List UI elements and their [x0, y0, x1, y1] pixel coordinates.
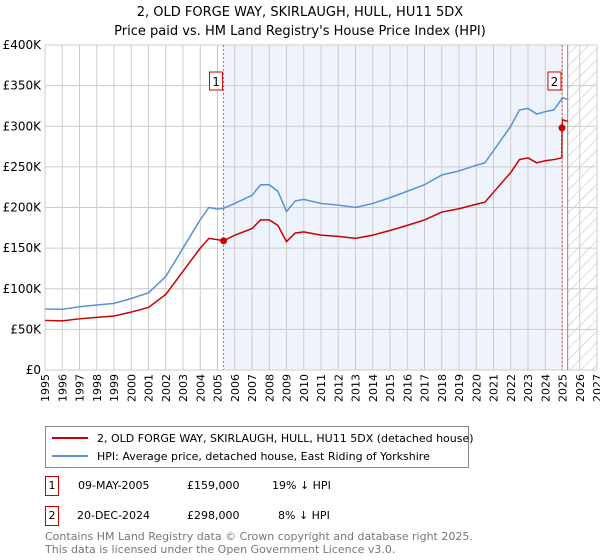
- marker-badge: 2: [45, 506, 59, 526]
- hpi-delta: 8% ↓ HPI: [278, 509, 330, 522]
- legend-item-property: 2, OLD FORGE WAY, SKIRLAUGH, HULL, HU11 …: [52, 429, 474, 447]
- x-tick-label: 2016: [401, 374, 414, 402]
- x-tick-label: 2018: [436, 374, 449, 402]
- y-tick-label: £200K: [3, 201, 43, 215]
- x-tick-label: 2011: [315, 374, 328, 402]
- x-tick-label: 2009: [281, 374, 294, 402]
- footer-line: Contains HM Land Registry data © Crown c…: [45, 530, 473, 543]
- y-tick-label: £150K: [3, 241, 43, 255]
- x-tick-label: 2000: [125, 374, 138, 402]
- x-tick-label: 2005: [212, 374, 225, 402]
- marker-label: 1: [212, 75, 220, 89]
- chart-title: 2, OLD FORGE WAY, SKIRLAUGH, HULL, HU11 …: [0, 3, 600, 41]
- x-tick-label: 2025: [557, 374, 570, 402]
- x-tick-label: 2023: [522, 374, 535, 402]
- x-tick-label: 2027: [591, 374, 600, 402]
- legend-swatch-red: [52, 437, 88, 439]
- x-tick-label: 1998: [91, 374, 104, 402]
- hpi-delta: 19% ↓ HPI: [272, 479, 331, 492]
- sale-date: 20-DEC-2024: [77, 509, 151, 522]
- x-tick-label: 2010: [298, 374, 311, 402]
- legend-label: HPI: Average price, detached house, East…: [97, 449, 430, 463]
- x-tick-label: 2014: [367, 374, 380, 402]
- x-tick-label: 2024: [539, 374, 552, 402]
- y-tick-label: £250K: [3, 160, 43, 174]
- x-tick-label: 1997: [74, 374, 87, 402]
- x-tick-label: 2006: [229, 374, 242, 402]
- legend-label: 2, OLD FORGE WAY, SKIRLAUGH, HULL, HU11 …: [97, 431, 474, 445]
- y-tick-label: £300K: [3, 119, 43, 133]
- legend-item-hpi: HPI: Average price, detached house, East…: [52, 447, 430, 465]
- series-line-hpi: [44, 96, 568, 311]
- y-tick-label: £400K: [3, 38, 43, 52]
- x-tick-label: 2002: [160, 374, 173, 402]
- title-line: 2, OLD FORGE WAY, SKIRLAUGH, HULL, HU11 …: [136, 5, 464, 20]
- subtitle-line: Price paid vs. HM Land Registry's House …: [114, 24, 486, 39]
- table-row: 1 09-MAY-2005 £159,000 19% ↓ HPI: [45, 476, 445, 496]
- x-tick-label: 2001: [143, 374, 156, 402]
- marker-label: 2: [551, 75, 559, 89]
- sale-point: [220, 237, 228, 245]
- x-tick-label: 2013: [350, 374, 363, 402]
- marker-badge: 1: [45, 476, 59, 496]
- plot-area: 1995 1996 1997 1998 1999 2000 2001 2002 2003 2004…: [3, 38, 600, 402]
- x-tick-label: 2022: [505, 374, 518, 402]
- x-tick-label: 2008: [263, 374, 276, 402]
- table-row: 2 20-DEC-2024 £298,000 8% ↓ HPI: [45, 506, 445, 526]
- x-tick-label: 1996: [56, 374, 69, 402]
- sale-price: £159,000: [187, 479, 240, 492]
- y-tick-label: £100K: [3, 282, 43, 296]
- x-tick-label: 1995: [39, 374, 52, 402]
- series-line-property: [44, 118, 568, 322]
- sale-price: £298,000: [187, 509, 240, 522]
- x-tick-label: 2017: [419, 374, 432, 402]
- x-tick-label: 2007: [246, 374, 259, 402]
- y-tick-label: £50K: [10, 322, 42, 336]
- marker-badge: [209, 71, 224, 91]
- x-tick-label: 2015: [384, 374, 397, 402]
- x-tick-label: 2026: [574, 374, 587, 402]
- x-tick-label: 2004: [194, 374, 207, 402]
- x-tick-label: 2020: [470, 374, 483, 402]
- x-tick-label: 2012: [332, 374, 345, 402]
- x-tick-label: 2019: [453, 374, 466, 402]
- footer-line: This data is licensed under the Open Gov…: [45, 543, 396, 556]
- marker-badge: [547, 71, 562, 91]
- x-tick-label: 2003: [177, 374, 190, 402]
- sale-point: [558, 124, 566, 132]
- x-tick-label: 2021: [488, 374, 501, 402]
- legend-swatch-blue: [52, 455, 88, 457]
- y-tick-label: £350K: [3, 79, 43, 93]
- footer: Contains HM Land Registry data © Crown c…: [45, 530, 473, 556]
- sale-date: 09-MAY-2005: [78, 479, 150, 492]
- x-tick-label: 1999: [108, 374, 121, 402]
- y-tick-label: £0: [26, 363, 41, 377]
- legend: 2, OLD FORGE WAY, SKIRLAUGH, HULL, HU11 …: [45, 426, 474, 468]
